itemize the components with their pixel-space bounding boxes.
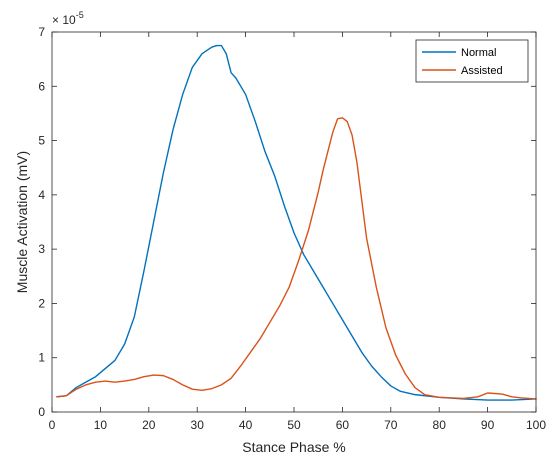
x-tick-label: 100 — [526, 418, 546, 432]
legend-label-normal: Normal — [461, 47, 496, 59]
x-tick-label: 90 — [481, 418, 495, 432]
y-axis-label: Muscle Activation (mV) — [14, 151, 30, 293]
y-tick-label: 6 — [38, 79, 45, 93]
plot-area — [52, 32, 536, 412]
y-tick-label: 1 — [38, 351, 45, 365]
x-tick-label: 50 — [287, 418, 301, 432]
y-axis-exponent-power: -5 — [76, 10, 84, 20]
x-tick-label: 30 — [191, 418, 205, 432]
y-axis-exponent-base: × 10 — [52, 13, 76, 27]
legend: Normal Assisted — [415, 39, 529, 83]
series-line-assisted — [56, 117, 537, 400]
x-tick-label: 10 — [94, 418, 108, 432]
y-tick-label: 4 — [38, 188, 45, 202]
x-tick-label: 70 — [384, 418, 398, 432]
y-tick-label: 2 — [38, 296, 45, 310]
x-tick-label: 40 — [239, 418, 253, 432]
x-tick-label: 60 — [336, 418, 350, 432]
x-tick-label: 0 — [49, 418, 56, 432]
x-axis-label: Stance Phase % — [242, 439, 346, 455]
y-tick-label: 0 — [38, 405, 45, 419]
x-tick-label: 80 — [433, 418, 447, 432]
y-axis-exponent: × 10-5 — [52, 10, 84, 27]
y-tick-label: 5 — [38, 134, 45, 148]
series-line-normal — [56, 44, 537, 401]
legend-box — [415, 39, 529, 83]
y-tick-label: 3 — [38, 242, 45, 256]
y-tick-label: 7 — [38, 25, 45, 39]
legend-label-assisted: Assisted — [461, 65, 503, 77]
x-tick-label: 20 — [142, 418, 156, 432]
